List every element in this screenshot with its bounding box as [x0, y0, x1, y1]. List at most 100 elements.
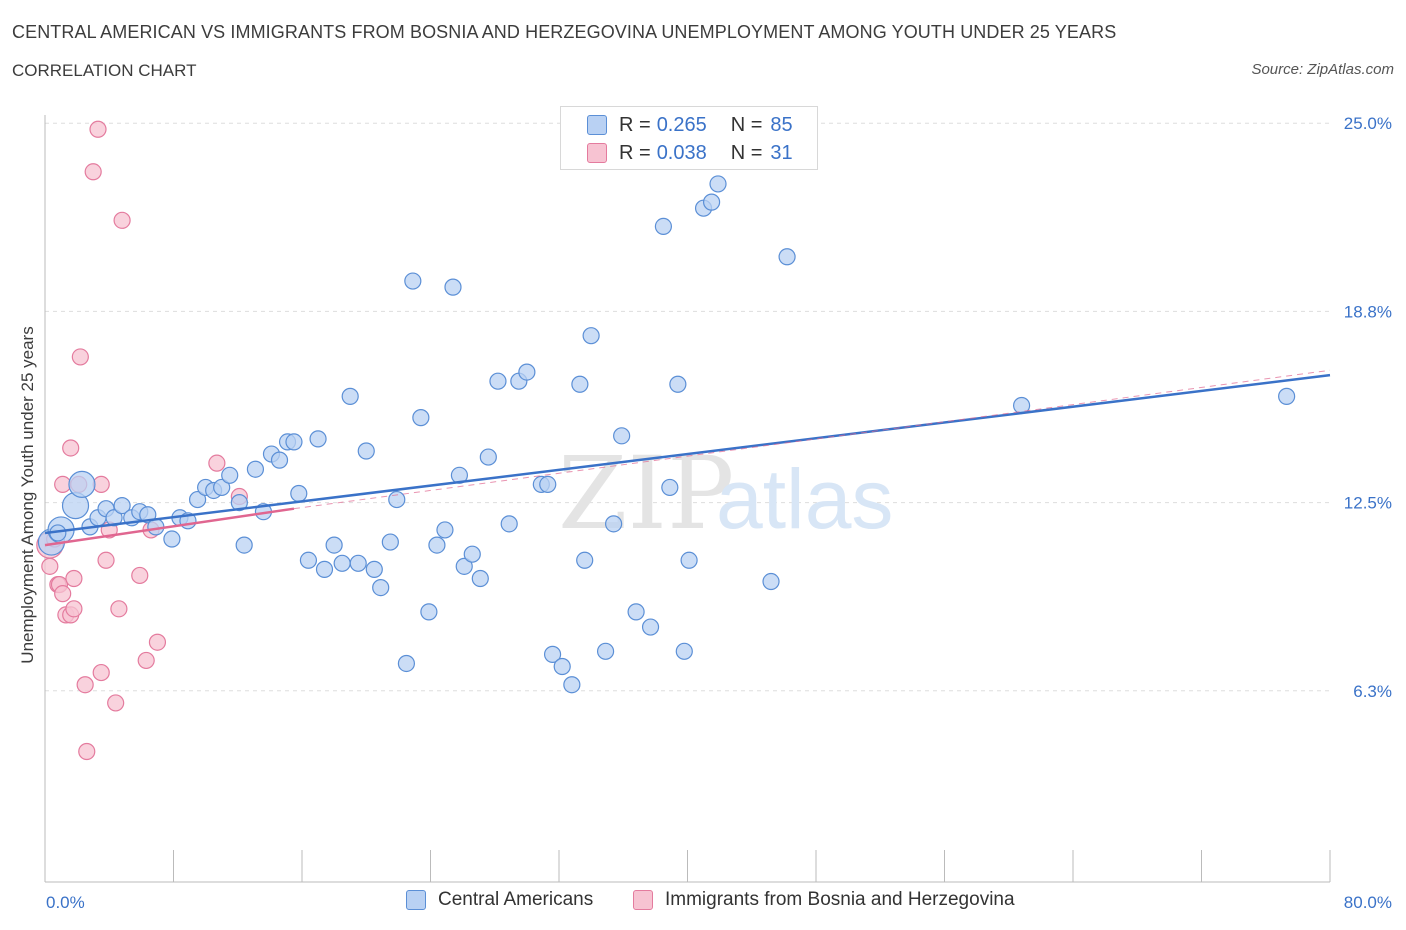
correlation-legend: R = 0.265 N = 85 R = 0.038 N = 31 — [560, 106, 818, 170]
data-point — [518, 363, 536, 381]
data-point — [428, 536, 446, 554]
data-point — [397, 654, 416, 673]
data-point — [605, 515, 623, 533]
data-point — [299, 551, 318, 569]
data-point — [582, 327, 600, 345]
data-point — [92, 663, 110, 682]
trend-line-bosnia-extrapolated — [293, 369, 1331, 510]
data-point — [576, 551, 594, 569]
data-point — [107, 694, 125, 712]
legend-r-value: 0.265 — [656, 113, 707, 136]
legend-r-value: 0.038 — [656, 141, 707, 164]
source-label: Source: ZipAtlas.com — [1251, 61, 1394, 78]
y-tick-label: 18.8% — [1344, 302, 1392, 321]
data-point — [420, 603, 438, 621]
data-point — [444, 278, 462, 296]
legend-row-central-americans: R = 0.265 N = 85 — [587, 113, 793, 137]
data-point — [463, 545, 481, 563]
data-point — [680, 551, 698, 569]
data-point — [436, 521, 454, 539]
watermark-zip: ZIP — [558, 435, 734, 552]
y-tick-label: 6.3% — [1353, 682, 1392, 701]
legend-row-bosnia: R = 0.038 N = 31 — [587, 141, 793, 165]
data-point — [539, 475, 557, 493]
data-point — [563, 676, 581, 694]
data-point — [357, 442, 375, 460]
legend-item-bosnia[interactable]: Immigrants from Bosnia and Herzegovina — [633, 889, 1015, 911]
series-legend: Central Americans Immigrants from Bosnia… — [0, 889, 1406, 915]
data-point — [62, 439, 80, 457]
y-tick-label: 25.0% — [1344, 114, 1392, 133]
data-point — [71, 348, 89, 366]
data-point — [669, 375, 687, 393]
data-point — [613, 427, 631, 445]
trend-line-bosnia — [44, 507, 295, 547]
data-point — [208, 454, 226, 472]
data-point — [65, 600, 83, 618]
data-point — [381, 533, 399, 551]
data-point — [105, 509, 123, 527]
legend-swatch-pink — [633, 890, 653, 910]
legend-item-central-americans[interactable]: Central Americans — [406, 889, 593, 911]
data-point — [661, 478, 679, 497]
data-point — [325, 536, 343, 554]
data-point — [137, 651, 155, 670]
data-point — [131, 566, 149, 585]
legend-swatch-pink — [587, 143, 607, 163]
data-point — [341, 387, 359, 405]
legend-n-label: N = — [730, 113, 763, 136]
data-point — [54, 475, 72, 493]
data-point — [68, 470, 96, 498]
data-point — [333, 554, 351, 572]
data-point — [315, 560, 334, 578]
data-point — [702, 193, 721, 211]
data-point — [500, 515, 518, 533]
data-point — [571, 375, 589, 393]
data-point — [709, 175, 727, 193]
data-point — [596, 642, 615, 660]
y-tick-labels: 6.3% 12.5% 18.8% 25.0% — [1344, 114, 1392, 701]
grid-lines — [45, 122, 1330, 692]
data-point — [213, 478, 231, 497]
data-point — [1278, 387, 1296, 405]
legend-label: Central Americans — [438, 889, 594, 910]
data-point — [349, 554, 367, 572]
legend-n-label: N = — [730, 141, 763, 164]
data-point — [627, 603, 645, 621]
data-point — [230, 494, 248, 512]
data-point — [404, 272, 422, 290]
data-point — [113, 211, 131, 229]
data-point — [148, 633, 167, 651]
data-point — [479, 448, 497, 466]
legend-label: Immigrants from Bosnia and Herzegovina — [665, 889, 1015, 910]
trend-lines — [44, 369, 1331, 547]
data-point — [372, 578, 390, 597]
data-point — [235, 536, 253, 554]
x-tick-label: 0.0% — [46, 893, 85, 912]
legend-swatch-blue — [587, 115, 607, 135]
data-point — [188, 490, 207, 509]
data-point — [388, 490, 406, 509]
series-bosnia-points — [36, 120, 248, 761]
data-point — [246, 460, 265, 478]
data-point — [412, 409, 430, 427]
data-point — [553, 657, 571, 676]
series-central-american-points — [37, 175, 1296, 694]
data-point — [163, 530, 181, 548]
data-point — [543, 645, 562, 663]
data-point — [221, 466, 239, 484]
legend-n-value: 31 — [770, 141, 793, 164]
data-point — [290, 484, 308, 503]
data-point — [113, 497, 131, 515]
x-tick-label: 80.0% — [1344, 893, 1392, 912]
data-point — [92, 475, 110, 493]
data-point — [675, 642, 693, 660]
data-point — [54, 585, 72, 603]
data-point — [270, 451, 289, 469]
legend-n-value: 85 — [770, 113, 793, 136]
data-point — [65, 569, 83, 588]
data-point — [285, 433, 303, 451]
data-point — [84, 163, 102, 181]
data-point — [471, 569, 489, 588]
